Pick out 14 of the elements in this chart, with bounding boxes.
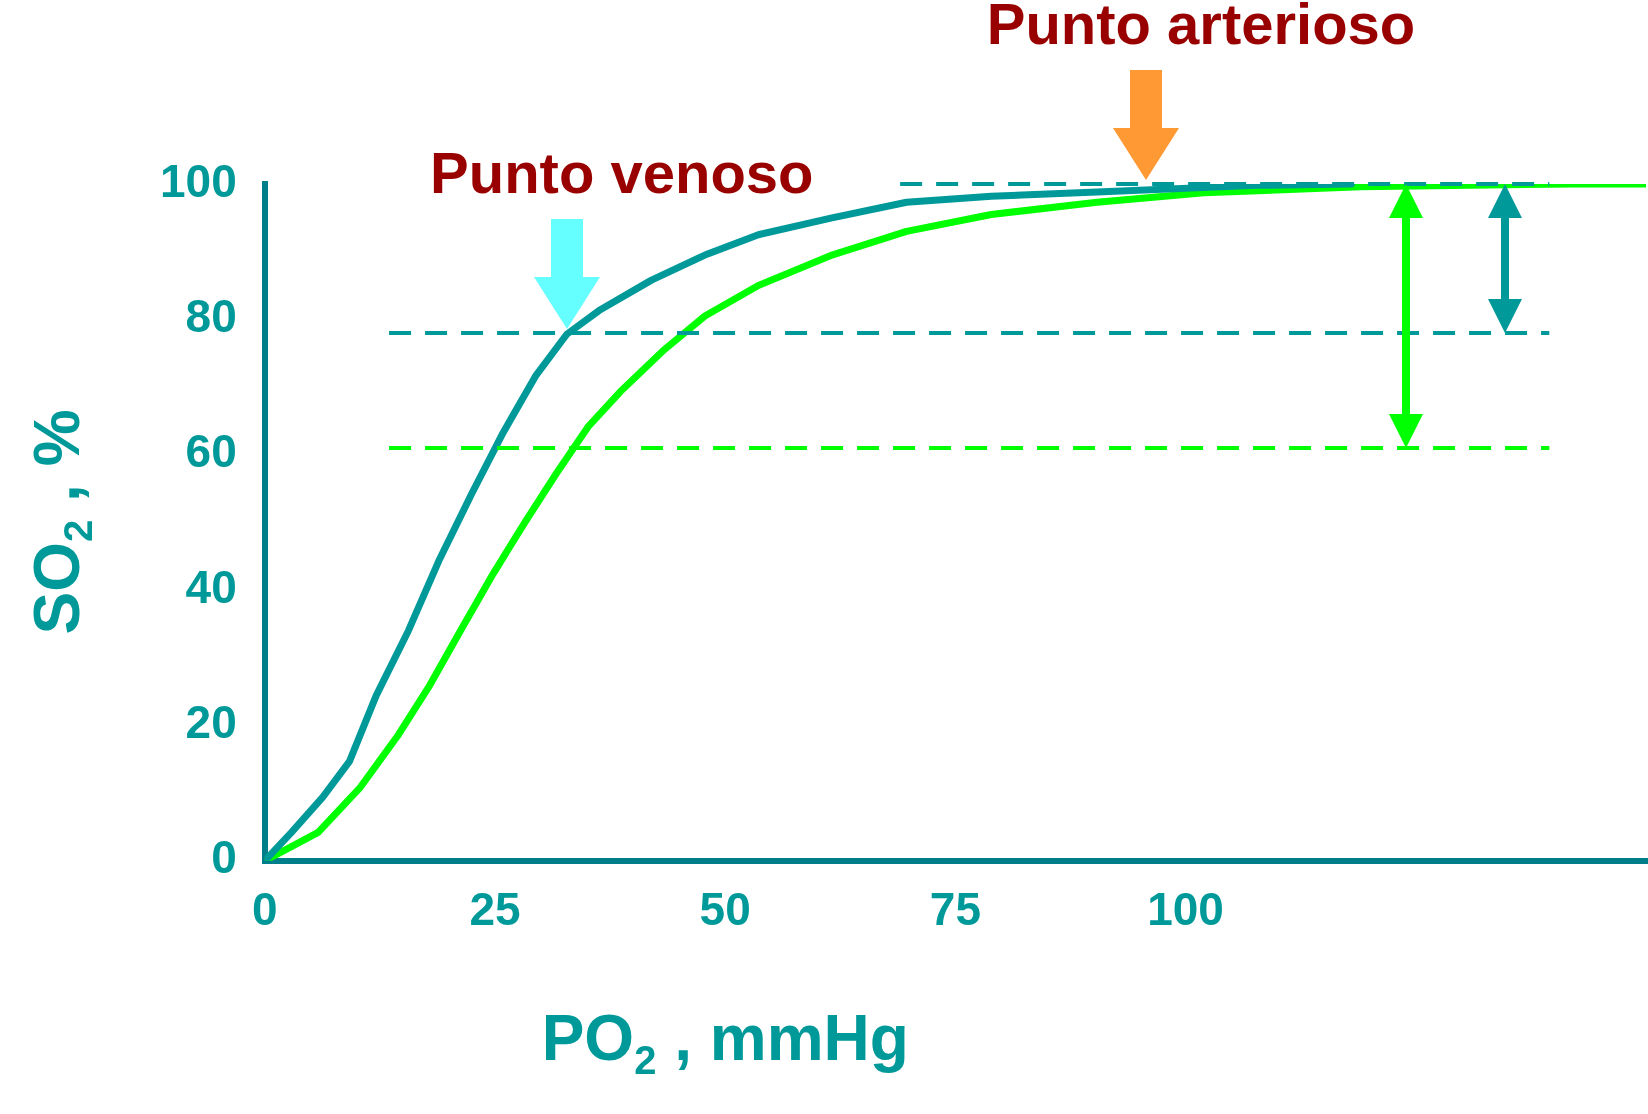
x-tick-label: 100 xyxy=(1147,883,1224,936)
y-tick-label: 60 xyxy=(185,425,237,478)
y-tick-label: 100 xyxy=(160,154,237,207)
y-tick-label: 20 xyxy=(185,696,237,749)
x-tick-label: 75 xyxy=(929,883,981,936)
y-tick-label: 40 xyxy=(185,560,237,613)
annotation: Punto venoso xyxy=(430,139,814,205)
y-tick-label: 80 xyxy=(185,290,237,343)
annotation: Punto arterioso xyxy=(986,0,1416,56)
x-tick-label: 25 xyxy=(469,883,521,936)
x-tick-label: 0 xyxy=(251,883,278,936)
x-tick-label: 50 xyxy=(699,883,751,936)
x-axis-title: PO$_{2}$ , mmHg xyxy=(541,1000,909,1083)
y-tick-label: 0 xyxy=(211,831,237,884)
